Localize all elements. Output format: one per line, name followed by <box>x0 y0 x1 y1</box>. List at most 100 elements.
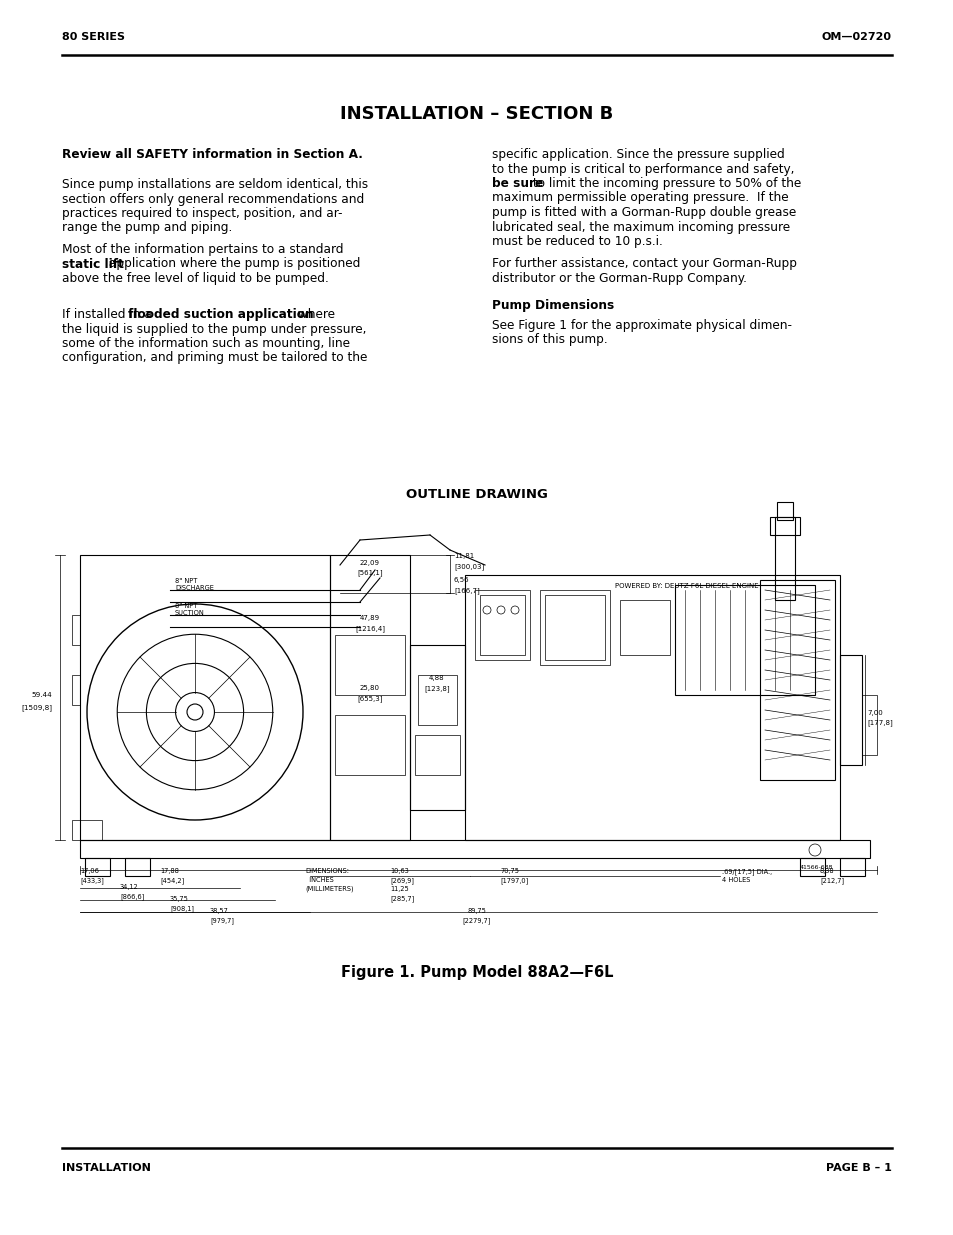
Text: [166,7]: [166,7] <box>454 587 479 594</box>
Text: 17,88: 17,88 <box>160 868 178 874</box>
Text: 8,38: 8,38 <box>820 868 834 874</box>
Bar <box>840 858 864 876</box>
Text: 22,09: 22,09 <box>359 559 379 566</box>
Bar <box>125 858 150 876</box>
Text: PAGE B – 1: PAGE B – 1 <box>825 1163 891 1173</box>
Text: 38,57: 38,57 <box>210 908 229 914</box>
Bar <box>769 517 800 535</box>
Text: 34,12: 34,12 <box>120 884 138 890</box>
Text: INSTALLATION – SECTION B: INSTALLATION – SECTION B <box>340 105 613 124</box>
Bar <box>774 517 794 600</box>
Bar <box>71 615 80 645</box>
Text: [866,6]: [866,6] <box>120 893 144 900</box>
Text: [123,8]: [123,8] <box>424 685 450 692</box>
Text: INCHES: INCHES <box>305 877 334 883</box>
Bar <box>675 585 814 695</box>
Bar <box>539 590 609 664</box>
Text: Review all SAFETY information in Section A.: Review all SAFETY information in Section… <box>62 148 362 161</box>
Text: be sure: be sure <box>492 177 542 190</box>
Text: 10,63: 10,63 <box>390 868 408 874</box>
Text: 6,56: 6,56 <box>454 577 469 583</box>
Text: 11,81: 11,81 <box>454 553 474 559</box>
Text: [454,2]: [454,2] <box>160 877 184 884</box>
Bar <box>80 555 330 840</box>
Text: pump is fitted with a Gorman-Rupp double grease: pump is fitted with a Gorman-Rupp double… <box>492 206 796 219</box>
Text: 8" NPT: 8" NPT <box>174 578 197 584</box>
Bar <box>840 655 862 764</box>
Bar <box>475 590 530 659</box>
Text: OM—02720: OM—02720 <box>821 32 891 42</box>
Bar <box>862 695 876 755</box>
Bar <box>415 735 459 776</box>
Text: 47,89: 47,89 <box>359 615 379 621</box>
Text: See Figure 1 for the approximate physical dimen-: See Figure 1 for the approximate physica… <box>492 319 791 332</box>
Text: For further assistance, contact your Gorman-Rupp: For further assistance, contact your Gor… <box>492 258 796 270</box>
Bar <box>85 858 110 876</box>
Text: [979,7]: [979,7] <box>210 918 233 924</box>
Bar <box>464 576 840 840</box>
Text: Since pump installations are seldom identical, this: Since pump installations are seldom iden… <box>62 178 368 191</box>
Bar <box>479 595 524 655</box>
Text: practices required to inspect, position, and ar-: practices required to inspect, position,… <box>62 207 342 220</box>
Text: 7,00: 7,00 <box>866 710 882 716</box>
Text: must be reduced to 10 p.s.i.: must be reduced to 10 p.s.i. <box>492 235 662 248</box>
Bar <box>335 715 405 776</box>
Text: DISCHARGE: DISCHARGE <box>174 585 213 592</box>
Text: Figure 1. Pump Model 88A2—F6L: Figure 1. Pump Model 88A2—F6L <box>340 965 613 981</box>
Text: [561,1]: [561,1] <box>356 569 382 576</box>
Text: INSTALLATION: INSTALLATION <box>62 1163 151 1173</box>
Text: flooded suction application: flooded suction application <box>128 308 314 321</box>
Bar <box>776 501 792 520</box>
Bar <box>71 676 80 705</box>
Text: specific application. Since the pressure supplied: specific application. Since the pressure… <box>492 148 784 161</box>
Text: range the pump and piping.: range the pump and piping. <box>62 221 232 235</box>
Text: [908,1]: [908,1] <box>170 905 193 911</box>
Bar <box>544 595 604 659</box>
Text: configuration, and priming must be tailored to the: configuration, and priming must be tailo… <box>62 352 367 364</box>
Text: [433,3]: [433,3] <box>80 877 104 884</box>
Bar <box>760 580 834 781</box>
Text: sions of this pump.: sions of this pump. <box>492 333 607 347</box>
Text: 4,88: 4,88 <box>429 676 444 680</box>
Text: DIMENSIONS:: DIMENSIONS: <box>305 868 349 874</box>
Text: 17,06: 17,06 <box>80 868 99 874</box>
Text: maximum permissible operating pressure.  If the: maximum permissible operating pressure. … <box>492 191 788 205</box>
Text: [177,8]: [177,8] <box>866 719 892 726</box>
Text: POWERED BY: DEUTZ F6L DIESEL ENGINE: POWERED BY: DEUTZ F6L DIESEL ENGINE <box>615 583 758 589</box>
Text: where: where <box>294 308 335 321</box>
Bar <box>80 840 869 858</box>
Text: OUTLINE DRAWING: OUTLINE DRAWING <box>406 488 547 501</box>
Bar <box>335 635 405 695</box>
Text: 59.44: 59.44 <box>31 692 52 698</box>
Text: above the free level of liquid to be pumped.: above the free level of liquid to be pum… <box>62 272 329 285</box>
Text: 80 SERIES: 80 SERIES <box>62 32 125 42</box>
Text: 4 HOLES: 4 HOLES <box>721 877 750 883</box>
Text: 8" NPT: 8" NPT <box>174 603 197 609</box>
Bar <box>619 600 669 655</box>
Text: 11,25: 11,25 <box>390 885 408 892</box>
Text: 70,75: 70,75 <box>499 868 518 874</box>
Bar <box>800 858 824 876</box>
Text: [1797,0]: [1797,0] <box>499 877 528 884</box>
Text: [655,3]: [655,3] <box>356 695 382 701</box>
Text: static lift: static lift <box>62 258 124 270</box>
Text: [1216,4]: [1216,4] <box>355 625 385 632</box>
Text: 41566-688: 41566-688 <box>800 864 833 869</box>
Text: 25,80: 25,80 <box>359 685 379 692</box>
Text: [212,7]: [212,7] <box>820 877 843 884</box>
Text: 89,75: 89,75 <box>467 908 486 914</box>
Bar <box>330 555 410 840</box>
Text: Pump Dimensions: Pump Dimensions <box>492 299 614 311</box>
Text: lubricated seal, the maximum incoming pressure: lubricated seal, the maximum incoming pr… <box>492 221 789 233</box>
Text: SUCTION: SUCTION <box>174 610 205 616</box>
Text: distributor or the Gorman-Rupp Company.: distributor or the Gorman-Rupp Company. <box>492 272 746 285</box>
Text: [2279,7]: [2279,7] <box>462 918 491 924</box>
Bar <box>71 820 102 840</box>
Text: some of the information such as mounting, line: some of the information such as mounting… <box>62 337 350 350</box>
Text: section offers only general recommendations and: section offers only general recommendati… <box>62 193 364 205</box>
Text: (MILLIMETERS): (MILLIMETERS) <box>305 885 354 893</box>
Text: [300,03]: [300,03] <box>454 563 484 569</box>
Text: If installed in a: If installed in a <box>62 308 155 321</box>
Bar <box>417 676 456 725</box>
Text: to the pump is critical to performance and safety,: to the pump is critical to performance a… <box>492 163 794 175</box>
